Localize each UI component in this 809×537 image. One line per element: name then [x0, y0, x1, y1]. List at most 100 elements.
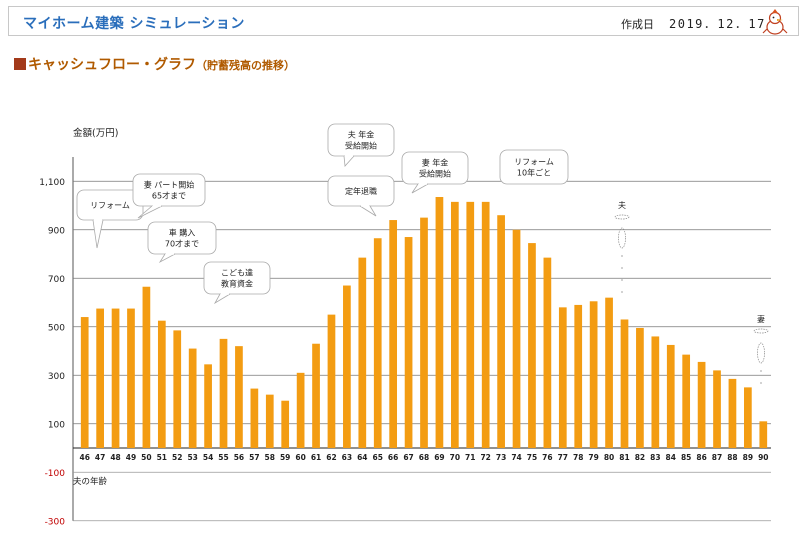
callout-bubble	[401, 151, 469, 185]
bar	[435, 197, 444, 448]
date-value: 2019．12．17	[669, 17, 766, 31]
bar	[111, 308, 120, 448]
app-title: マイホーム建築 シミュレーション	[23, 16, 245, 32]
callout-pointer	[411, 183, 429, 194]
bar	[373, 238, 382, 448]
marker-ellipse	[618, 227, 626, 249]
bar	[173, 330, 182, 448]
bar	[235, 346, 243, 448]
callout-text: 妻 年金	[422, 158, 449, 168]
x-tick-label: 79	[588, 453, 598, 462]
y-axis-label: 金額(万円)	[73, 127, 118, 139]
marker-dot	[621, 291, 623, 293]
bar	[574, 304, 583, 448]
x-tick-label: 58	[265, 453, 275, 462]
callout-pointer	[92, 219, 104, 249]
x-tick-label: 70	[450, 453, 460, 462]
callout-text: こども達	[221, 268, 253, 278]
bar	[543, 257, 552, 448]
bar	[466, 201, 475, 448]
person-marker-label: 夫	[618, 200, 626, 210]
bar	[666, 344, 675, 448]
x-axis-label: 夫の年齢	[73, 476, 108, 487]
x-tick-label: 80	[604, 453, 614, 462]
marker-ellipse	[757, 342, 765, 364]
marker-dot	[621, 279, 623, 281]
callout-text: 10年ごと	[517, 168, 551, 178]
callout-text: 定年退職	[345, 186, 377, 196]
y-tick-label: -300	[45, 517, 66, 527]
x-tick-label: 68	[419, 453, 429, 462]
y-tick-label: 300	[48, 372, 65, 382]
bar	[157, 320, 166, 448]
bar	[558, 307, 567, 448]
callout-pointer	[359, 205, 377, 217]
x-tick-label: 62	[326, 453, 336, 462]
y-tick-label: 900	[48, 226, 65, 236]
x-tick-label: 82	[635, 453, 645, 462]
x-tick-label: 46	[79, 453, 89, 462]
callout-bubble	[132, 173, 206, 207]
callout-bubble	[203, 261, 271, 295]
x-tick-label: 59	[280, 453, 290, 462]
x-tick-label: 72	[480, 453, 490, 462]
bar	[481, 201, 490, 448]
section-square-icon	[14, 58, 26, 70]
callout-text: 教育資金	[221, 279, 253, 289]
x-tick-label: 84	[666, 453, 676, 462]
section-title-text: キャッシュフロー・グラフ	[28, 57, 196, 73]
bar	[450, 201, 459, 448]
bar	[528, 243, 536, 448]
bar	[713, 370, 721, 448]
bar	[96, 308, 104, 448]
x-tick-label: 52	[172, 453, 182, 462]
x-tick-label: 60	[295, 453, 305, 462]
bar	[358, 257, 367, 448]
callout-bubble	[147, 221, 217, 255]
x-tick-label: 49	[126, 453, 136, 462]
bar	[312, 343, 320, 448]
x-tick-label: 61	[311, 453, 321, 462]
marker-dot	[760, 382, 762, 384]
y-tick-label: 100	[48, 420, 65, 430]
bar	[404, 237, 413, 448]
bar	[636, 327, 644, 448]
y-tick-label: 500	[48, 323, 65, 333]
x-tick-label: 87	[712, 453, 722, 462]
bar	[188, 348, 197, 448]
bar	[420, 217, 428, 448]
bar	[759, 421, 768, 448]
marker-dot	[760, 370, 762, 372]
x-tick-label: 69	[434, 453, 444, 462]
callout-text: 受給開始	[345, 141, 377, 151]
x-tick-label: 86	[696, 453, 706, 462]
marker-dot	[621, 267, 623, 269]
mascot-logo	[762, 9, 788, 35]
callout-text: 妻 パート開始	[144, 180, 195, 190]
callout-pointer	[137, 205, 163, 219]
marker-ellipse	[753, 328, 769, 334]
callout-pointer	[213, 293, 231, 305]
callout-text: 70才まで	[165, 239, 199, 249]
x-tick-label: 83	[650, 453, 660, 462]
x-tick-label: 47	[95, 453, 105, 462]
x-tick-label: 64	[357, 453, 367, 462]
x-tick-label: 71	[465, 453, 475, 462]
bar	[728, 378, 737, 448]
callout-bubble	[327, 123, 395, 157]
bar	[682, 354, 691, 448]
bar	[497, 215, 505, 448]
header-bar: マイホーム建築 シミュレーション 作成日 2019．12．17	[8, 6, 799, 36]
bar	[620, 319, 629, 448]
x-tick-label: 50	[141, 453, 151, 462]
bar	[389, 220, 398, 448]
bar	[744, 387, 752, 448]
bar	[219, 338, 228, 448]
x-tick-label: 48	[110, 453, 120, 462]
callout-text: リフォーム	[514, 158, 554, 167]
date-label: 作成日	[621, 18, 654, 31]
x-tick-label: 74	[511, 453, 521, 462]
bar	[80, 317, 89, 448]
x-tick-label: 76	[542, 453, 552, 462]
